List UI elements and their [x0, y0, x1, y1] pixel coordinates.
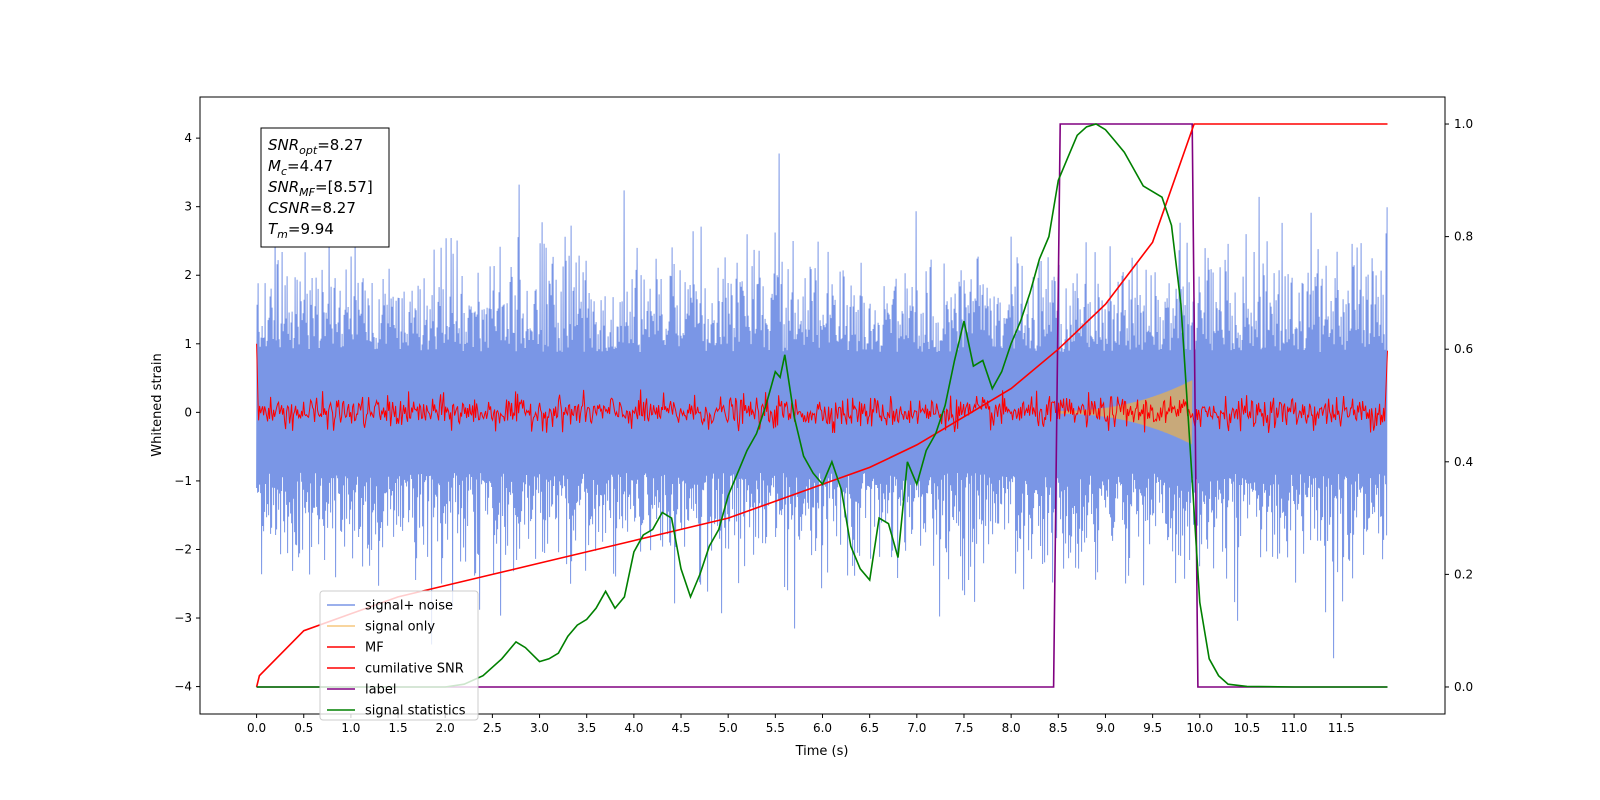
- legend-label: label: [365, 683, 396, 698]
- y-left-tick-label: −1: [174, 474, 192, 488]
- annotation-value: =9.94: [288, 220, 334, 238]
- x-tick-label: 10.0: [1186, 721, 1213, 735]
- annotation-value: =[8.57]: [315, 178, 373, 196]
- y-right-tick-label: 1.0: [1454, 117, 1473, 131]
- x-tick-label: 6.0: [813, 721, 832, 735]
- x-tick-label: 2.0: [436, 721, 455, 735]
- annotation-line: CSNR=8.27: [268, 199, 356, 217]
- y-left-tick-label: 4: [184, 131, 192, 145]
- legend: signal+ noise signal only MF cumilative SNR…: [319, 590, 479, 721]
- x-tick-label: 10.5: [1234, 721, 1261, 735]
- x-tick-label: 5.0: [719, 721, 738, 735]
- annotation-value: =8.27: [317, 136, 363, 154]
- annotation-subscript: c: [281, 165, 287, 178]
- y-left-tick-label: −4: [174, 680, 192, 694]
- x-tick-label: 4.0: [624, 721, 643, 735]
- y-left-tick-label: −2: [174, 542, 192, 556]
- y-axis-left-label: Whitened strain: [150, 353, 165, 456]
- annotation-symbol: SNR: [268, 178, 299, 196]
- annotation-value: =4.47: [287, 157, 333, 175]
- x-tick-label: 9.5: [1143, 721, 1162, 735]
- x-axis-label: Time (s): [795, 744, 849, 759]
- annotation-symbol: T: [268, 220, 279, 238]
- annotation-symbol: M: [268, 157, 281, 175]
- y-right-tick-label: 0.8: [1454, 230, 1473, 244]
- x-tick-label: 8.0: [1002, 721, 1021, 735]
- x-tick-label: 1.5: [389, 721, 408, 735]
- annotation-frame: [260, 127, 390, 248]
- y-left-tick-label: 2: [184, 268, 192, 282]
- y-right-tick-label: 0.2: [1454, 567, 1473, 581]
- annotation-symbol: CSNR: [268, 199, 310, 217]
- annotation-line: SNRopt=8.27: [268, 136, 363, 157]
- legend-label: cumilative SNR: [365, 662, 464, 677]
- series-mf: [256, 343, 1388, 433]
- legend-label: MF: [365, 641, 384, 656]
- y-left-tick-label: 1: [184, 337, 192, 351]
- signal-noise-layer: [256, 153, 1388, 659]
- x-tick-label: 11.0: [1281, 721, 1308, 735]
- annotation-line: Mc=4.47: [268, 157, 333, 178]
- x-tick-label: 4.5: [671, 721, 690, 735]
- x-tick-label: 11.5: [1328, 721, 1355, 735]
- x-tick-label: 9.0: [1096, 721, 1115, 735]
- annotation-line: Tm=9.94: [268, 220, 334, 241]
- y-axis-right-ticks: 1.0 0.8 0.6 0.4 0.2 0.0: [1445, 117, 1473, 694]
- legend-label: signal only: [365, 620, 435, 635]
- x-axis-ticks: 0.0 0.5 1.0 1.5 2.0 2.5 3.0 3.5 4.0 4.5 5.0 5.5 6.0 6…: [247, 714, 1355, 735]
- y-left-tick-label: −3: [174, 611, 192, 625]
- series-signal-statistics: [256, 123, 1388, 688]
- y-right-tick-label: 0.6: [1454, 342, 1473, 356]
- y-left-tick-label: 0: [184, 405, 192, 419]
- annotation-subscript: MF: [299, 186, 315, 199]
- y-left-tick-label: 3: [184, 200, 192, 214]
- x-tick-label: 0.5: [294, 721, 313, 735]
- x-tick-label: 6.5: [860, 721, 879, 735]
- x-tick-label: 8.5: [1049, 721, 1068, 735]
- y-axis-left-ticks: 4 3 2 1 0 −1 −2 −3 −4: [174, 131, 200, 694]
- x-tick-label: 3.0: [530, 721, 549, 735]
- series-signal-plus-noise: [256, 153, 1388, 659]
- legend-label: signal statistics: [365, 704, 466, 719]
- x-tick-label: 3.5: [577, 721, 596, 735]
- x-tick-label: 1.0: [341, 721, 360, 735]
- mf-layer: [256, 343, 1388, 433]
- y-right-tick-label: 0.0: [1454, 680, 1473, 694]
- annotation-subscript: m: [277, 228, 288, 241]
- annotation-value: =8.27: [310, 199, 356, 217]
- annotation-subscript: opt: [299, 144, 318, 157]
- x-tick-label: 2.5: [483, 721, 502, 735]
- legend-label: signal+ noise: [365, 599, 453, 614]
- y-right-tick-label: 0.4: [1454, 455, 1473, 469]
- annotation-box: SNRopt=8.27Mc=4.47SNRMF=[8.57]CSNR=8.27T…: [260, 127, 390, 248]
- x-tick-label: 0.0: [247, 721, 266, 735]
- x-tick-label: 5.5: [766, 721, 785, 735]
- annotation-symbol: SNR: [268, 136, 299, 154]
- x-tick-label: 7.0: [907, 721, 926, 735]
- series-label: [256, 123, 1388, 688]
- annotation-line: SNRMF=[8.57]: [268, 178, 373, 199]
- legend-frame: [319, 590, 479, 721]
- x-tick-label: 7.5: [954, 721, 973, 735]
